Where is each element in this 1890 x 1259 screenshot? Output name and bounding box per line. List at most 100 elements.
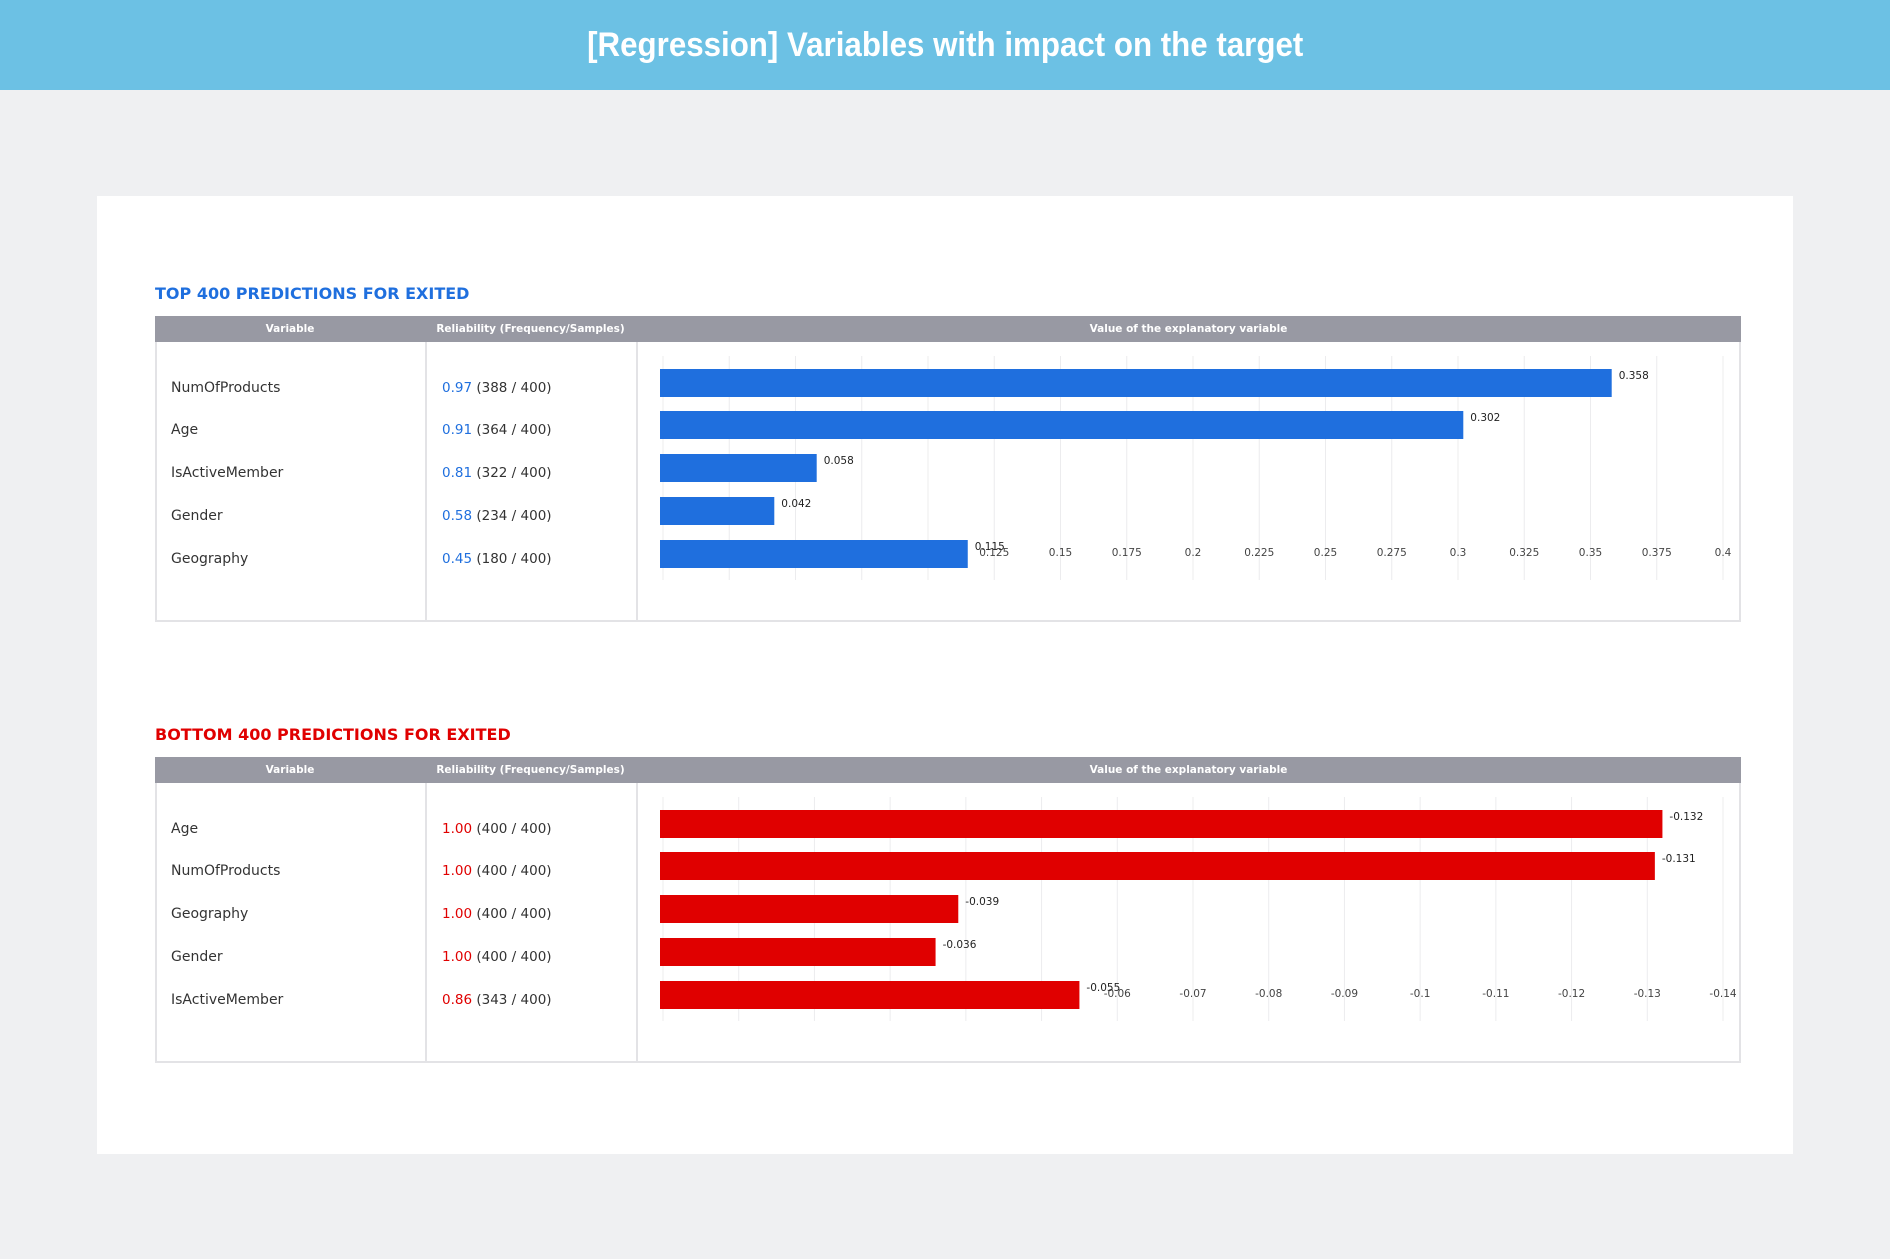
- x-tick-label: 0.15: [1049, 547, 1072, 559]
- frequency-count: (364 / 400): [472, 422, 552, 438]
- reliability-cell: 1.00 (400 / 400): [442, 947, 552, 967]
- bar-value-label: -0.039: [965, 896, 999, 908]
- title-banner: [Regression] Variables with impact on th…: [0, 0, 1890, 90]
- bar: [660, 454, 817, 482]
- table-header: Variable Reliability (Frequency/Samples) V…: [155, 757, 1741, 783]
- x-tick-label: 0.4: [1715, 547, 1732, 559]
- bottom-section-title: BOTTOM 400 PREDICTIONS FOR EXITED: [155, 725, 511, 744]
- reliability-score: 1.00: [442, 863, 473, 879]
- reliability-cell: 0.86 (343 / 400): [442, 990, 552, 1010]
- x-tick-label: 0.125: [979, 547, 1009, 559]
- x-tick-label: 0.2: [1185, 547, 1202, 559]
- variable-label: IsActiveMember: [171, 992, 284, 1008]
- x-tick-label: 0.25: [1314, 547, 1337, 559]
- bar-value-label: -0.055: [1086, 982, 1120, 994]
- bar: [660, 497, 775, 525]
- top-section-title: TOP 400 PREDICTIONS FOR EXITED: [155, 284, 470, 303]
- reliability-score: 1.00: [442, 821, 473, 837]
- x-tick-label: 0.175: [1112, 547, 1142, 559]
- reliability-cell: 1.00 (400 / 400): [442, 904, 552, 924]
- report-card: TOP 400 PREDICTIONS FOR EXITED Variable Re…: [97, 196, 1793, 1154]
- variable-label: Geography: [171, 906, 249, 922]
- bar-value-label: 0.358: [1619, 370, 1649, 382]
- header-reliability: Reliability (Frequency/Samples): [436, 764, 625, 776]
- bar: [660, 810, 1663, 838]
- variable-label: Geography: [171, 551, 249, 567]
- column-divider: [425, 342, 427, 622]
- reliability-score: 0.97: [442, 380, 473, 396]
- variable-label: NumOfProducts: [171, 863, 281, 879]
- bar: [660, 938, 936, 966]
- reliability-score: 0.86: [442, 992, 473, 1008]
- header-value: Value of the explanatory variable: [1089, 764, 1288, 776]
- reliability-score: 0.58: [442, 508, 473, 524]
- bar: [660, 369, 1612, 397]
- x-tick-label: 0.35: [1579, 547, 1602, 559]
- frequency-count: (180 / 400): [472, 551, 552, 567]
- reliability-cell: 0.91 (364 / 400): [442, 420, 552, 440]
- top-predictions-table: Variable Reliability (Frequency/Samples) V…: [155, 316, 1741, 622]
- bar-value-label: 0.302: [1470, 412, 1500, 424]
- header-variable: Variable: [265, 323, 315, 335]
- x-tick-label: 0.275: [1377, 547, 1407, 559]
- x-tick-label: 0.325: [1509, 547, 1539, 559]
- reliability-cell: 1.00 (400 / 400): [442, 819, 552, 839]
- x-tick-label: -0.09: [1331, 988, 1358, 1000]
- variable-label: IsActiveMember: [171, 465, 284, 481]
- reliability-cell: 0.97 (388 / 400): [442, 378, 552, 398]
- table-header: Variable Reliability (Frequency/Samples) V…: [155, 316, 1741, 342]
- bar-value-label: -0.036: [943, 939, 977, 951]
- x-tick-label: -0.12: [1558, 988, 1585, 1000]
- bar: [660, 981, 1080, 1009]
- column-divider: [636, 783, 638, 1063]
- reliability-score: 0.45: [442, 551, 473, 567]
- x-tick-label: -0.06: [1104, 988, 1131, 1000]
- bar: [660, 895, 959, 923]
- bar-value-label: 0.042: [781, 498, 811, 510]
- bar: [660, 852, 1655, 880]
- frequency-count: (343 / 400): [472, 992, 552, 1008]
- x-tick-label: -0.13: [1634, 988, 1661, 1000]
- top-bar-chart: 00.0250.050.0750.10.1250.150.1750.20.225…: [660, 356, 1732, 580]
- x-tick-label: -0.08: [1255, 988, 1282, 1000]
- frequency-count: (234 / 400): [472, 508, 552, 524]
- variable-label: Gender: [171, 508, 223, 524]
- bar-value-label: -0.132: [1669, 811, 1703, 823]
- column-divider: [636, 342, 638, 622]
- variable-label: Age: [171, 422, 199, 438]
- header-value: Value of the explanatory variable: [1089, 323, 1288, 335]
- x-tick-label: -0.1: [1410, 988, 1431, 1000]
- bar: [660, 540, 968, 568]
- reliability-cell: 1.00 (400 / 400): [442, 861, 552, 881]
- variable-label: Gender: [171, 949, 223, 965]
- reliability-score: 1.00: [442, 906, 473, 922]
- variable-label: Age: [171, 821, 199, 837]
- reliability-score: 0.91: [442, 422, 473, 438]
- x-tick-label: 0.3: [1450, 547, 1467, 559]
- x-tick-label: -0.07: [1179, 988, 1206, 1000]
- column-divider: [425, 783, 427, 1063]
- frequency-count: (400 / 400): [472, 949, 552, 965]
- frequency-count: (400 / 400): [472, 821, 552, 837]
- frequency-count: (400 / 400): [472, 863, 552, 879]
- reliability-score: 1.00: [442, 949, 473, 965]
- bottom-predictions-table: Variable Reliability (Frequency/Samples) V…: [155, 757, 1741, 1063]
- x-tick-label: 0.225: [1244, 547, 1274, 559]
- frequency-count: (322 / 400): [472, 465, 552, 481]
- x-tick-label: -0.11: [1482, 988, 1509, 1000]
- x-tick-label: -0.14: [1709, 988, 1736, 1000]
- reliability-cell: 0.58 (234 / 400): [442, 506, 552, 526]
- reliability-cell: 0.81 (322 / 400): [442, 463, 552, 483]
- x-tick-label: 0.375: [1642, 547, 1672, 559]
- reliability-cell: 0.45 (180 / 400): [442, 549, 552, 569]
- reliability-score: 0.81: [442, 465, 473, 481]
- bar-value-label: 0.115: [975, 541, 1005, 553]
- bar-value-label: 0.058: [824, 455, 854, 467]
- variable-label: NumOfProducts: [171, 380, 281, 396]
- header-reliability: Reliability (Frequency/Samples): [436, 323, 625, 335]
- frequency-count: (400 / 400): [472, 906, 552, 922]
- bar-value-label: -0.131: [1662, 853, 1696, 865]
- page-title: [Regression] Variables with impact on th…: [586, 25, 1304, 64]
- bottom-bar-chart: 0-0.01-0.02-0.03-0.04-0.05-0.06-0.07-0.0…: [660, 797, 1737, 1021]
- header-variable: Variable: [265, 764, 315, 776]
